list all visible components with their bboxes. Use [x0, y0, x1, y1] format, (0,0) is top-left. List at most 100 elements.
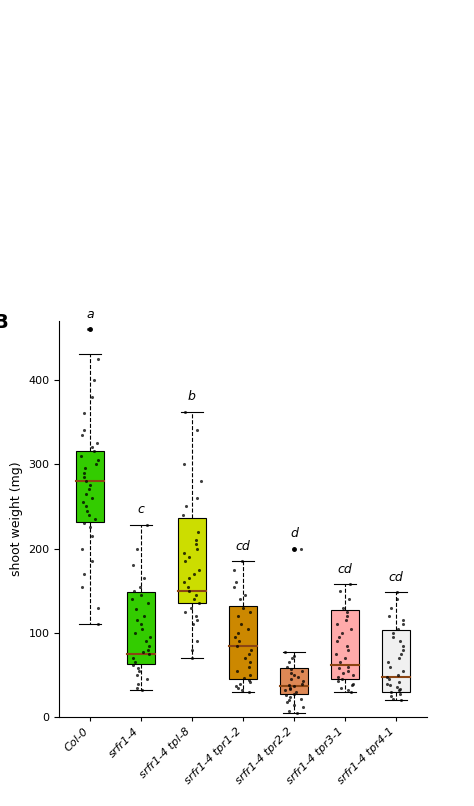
Point [128, 592, 136, 605]
Point [90, 445, 98, 458]
Point [385, 609, 392, 622]
Point [333, 635, 340, 648]
Point [129, 652, 137, 665]
Point [134, 662, 141, 675]
Point [180, 546, 188, 559]
Point [233, 664, 241, 677]
Point [181, 555, 189, 567]
Text: cd: cd [389, 571, 403, 584]
Point [234, 626, 242, 639]
Point [383, 677, 391, 690]
Point [246, 605, 254, 618]
Point [146, 631, 153, 644]
Point [95, 454, 102, 467]
Text: srfr1-4: srfr1-4 [147, 218, 177, 226]
Text: c: c [137, 504, 144, 517]
Text: d: d [290, 527, 298, 540]
Point [291, 669, 298, 682]
Point [297, 542, 304, 555]
Point [192, 534, 200, 546]
Point [139, 645, 146, 658]
Point [185, 584, 192, 597]
Point [193, 635, 201, 648]
Point [396, 635, 404, 648]
Point [396, 688, 404, 700]
Point [245, 686, 253, 699]
Point [180, 458, 188, 471]
Point [82, 487, 90, 500]
FancyBboxPatch shape [382, 630, 410, 692]
Point [299, 700, 307, 713]
Point [188, 601, 195, 614]
Point [386, 660, 393, 673]
Text: b: b [188, 390, 196, 403]
Point [283, 660, 291, 673]
Point [349, 677, 356, 690]
Point [288, 673, 295, 686]
Point [88, 390, 95, 403]
Point [191, 567, 198, 580]
Point [143, 673, 151, 686]
Text: srfr1-4
tpr1-2: srfr1-4 tpr1-2 [257, 212, 287, 231]
FancyBboxPatch shape [229, 606, 257, 679]
Text: Col-0: Col-0 [84, 276, 108, 285]
Point [182, 405, 189, 418]
Point [383, 671, 391, 683]
Point [387, 686, 395, 699]
Point [244, 622, 251, 635]
FancyBboxPatch shape [280, 668, 308, 694]
Point [246, 675, 254, 688]
Point [88, 492, 96, 505]
Point [394, 669, 402, 682]
Point [137, 618, 145, 631]
Point [345, 664, 352, 677]
Point [334, 675, 342, 688]
Point [289, 652, 296, 665]
Point [134, 542, 141, 555]
Text: srfr1-4
tpr4-1: srfr1-4 tpr4-1 [382, 129, 412, 148]
Point [247, 643, 255, 656]
Point [185, 550, 193, 563]
Point [78, 542, 85, 555]
Point [291, 650, 298, 663]
Point [80, 424, 87, 437]
Point [193, 614, 201, 627]
Point [337, 584, 344, 597]
Point [285, 704, 293, 717]
Point [281, 645, 289, 658]
Point [78, 428, 85, 441]
Point [338, 626, 346, 639]
Point [133, 603, 140, 616]
Point [130, 584, 138, 597]
Point [91, 513, 99, 526]
Point [393, 586, 401, 599]
Point [395, 683, 402, 696]
Point [395, 622, 402, 635]
Point [338, 673, 346, 686]
Point [80, 466, 88, 479]
Point [80, 407, 87, 420]
Point [197, 475, 205, 488]
Point [232, 679, 239, 692]
Point [334, 618, 341, 631]
FancyBboxPatch shape [76, 451, 104, 521]
Point [344, 660, 351, 673]
Point [385, 673, 392, 686]
Point [230, 563, 238, 576]
Point [286, 681, 294, 694]
Point [290, 698, 298, 711]
Point [192, 588, 200, 601]
Point [292, 686, 300, 699]
Text: cd: cd [236, 540, 250, 553]
Point [180, 575, 188, 588]
Point [94, 601, 102, 614]
Point [396, 682, 403, 695]
Point [346, 592, 353, 605]
Point [345, 643, 352, 656]
Point [393, 680, 401, 693]
Text: B: B [0, 313, 8, 332]
Point [131, 656, 139, 669]
Text: a: a [86, 308, 94, 321]
Point [245, 647, 252, 660]
Point [140, 609, 148, 622]
